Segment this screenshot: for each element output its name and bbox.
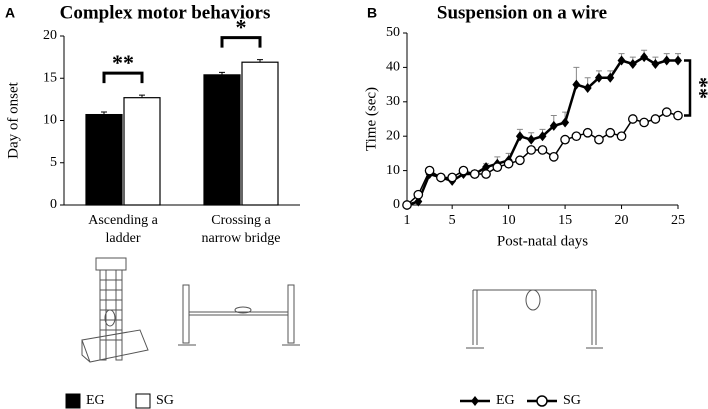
x-axis-label: Post-natal days [497,233,588,249]
point [583,83,592,94]
point [571,131,582,142]
x-tick-label: ladder [106,231,141,246]
legend-label: EG [86,393,105,408]
ladder-illustration [81,257,149,363]
legend-item: SG [527,393,581,408]
point [627,114,638,124]
y-tick-label: 50 [386,25,400,40]
x-tick-label: Ascending a [88,213,158,228]
series-line [406,111,679,206]
point [651,58,660,69]
legend-item: SG [135,393,174,409]
point [548,151,559,162]
x-tick-label: 25 [671,213,685,228]
error-bar [257,59,263,63]
bar [123,97,161,206]
bar [241,61,279,206]
significance-label: ** [688,77,708,99]
significance-bracket [684,59,692,117]
error-bar [139,94,145,98]
legend-swatch [135,393,151,409]
point [527,134,536,145]
point [662,55,671,66]
legend-swatch [65,393,81,409]
point [582,127,593,138]
y-tick-label: 20 [386,128,400,143]
significance-bracket [102,71,144,84]
bar [85,113,123,206]
point [515,131,524,142]
significance-label: * [236,15,247,40]
legend-item: EG [460,393,515,408]
bridge-illustration [178,284,300,346]
x-tick-label: 15 [558,213,572,228]
point [617,55,626,66]
point [628,58,637,69]
y-tick-label: 10 [386,163,400,178]
y-tick-label: 10 [43,113,57,128]
y-tick-label: 30 [386,94,400,109]
point [447,172,458,183]
point [594,72,603,83]
point [640,52,649,63]
point [526,145,537,155]
chart-title: Suspension on a wire [437,2,607,23]
x-tick-label: 10 [502,213,516,228]
point [424,165,435,176]
point [503,158,514,169]
legend-label: EG [496,393,515,408]
point [572,79,581,90]
point [673,110,683,121]
significance-label: ** [112,50,134,75]
point [538,131,547,142]
point [481,169,491,179]
point [650,114,661,124]
point [458,165,469,176]
significance-bracket [220,36,262,48]
x-tick-label: narrow bridge [202,231,281,246]
error-bar [101,111,107,115]
point [639,117,649,128]
error-bar [219,71,225,75]
point [661,107,672,117]
chart-title: Complex motor behaviors [60,2,271,23]
y-tick-label: 0 [50,197,57,212]
point [469,169,480,179]
y-tick-label: 20 [43,28,57,43]
x-tick-label: 1 [404,213,411,228]
y-tick-label: 0 [393,197,400,212]
y-axis-label: Day of onset [5,81,21,158]
legend-marker [471,396,479,406]
panel-label: A [5,5,15,21]
y-tick-label: 15 [43,70,57,85]
point [402,200,412,210]
point [606,72,615,83]
point [616,131,627,142]
legend-item: EG [65,393,105,409]
wire-illustration [466,289,603,349]
y-tick-label: 5 [50,155,57,170]
point [549,120,558,131]
point [594,134,604,145]
point [413,189,424,200]
legend-marker [536,395,548,407]
point [537,145,548,155]
legend-label: SG [156,393,174,408]
x-tick-label: Crossing a [211,213,271,228]
point [492,162,503,173]
point [436,172,446,183]
x-tick-label: 5 [449,213,456,228]
y-tick-label: 40 [386,60,400,75]
point [561,117,570,128]
x-tick-label: 20 [615,213,629,228]
point [560,134,570,145]
point [605,127,616,138]
y-axis-label: Time (sec) [363,87,379,151]
panel-label: B [367,5,377,21]
point [515,155,525,166]
bar [203,74,241,206]
point [674,55,682,66]
legend-label: SG [563,393,581,408]
